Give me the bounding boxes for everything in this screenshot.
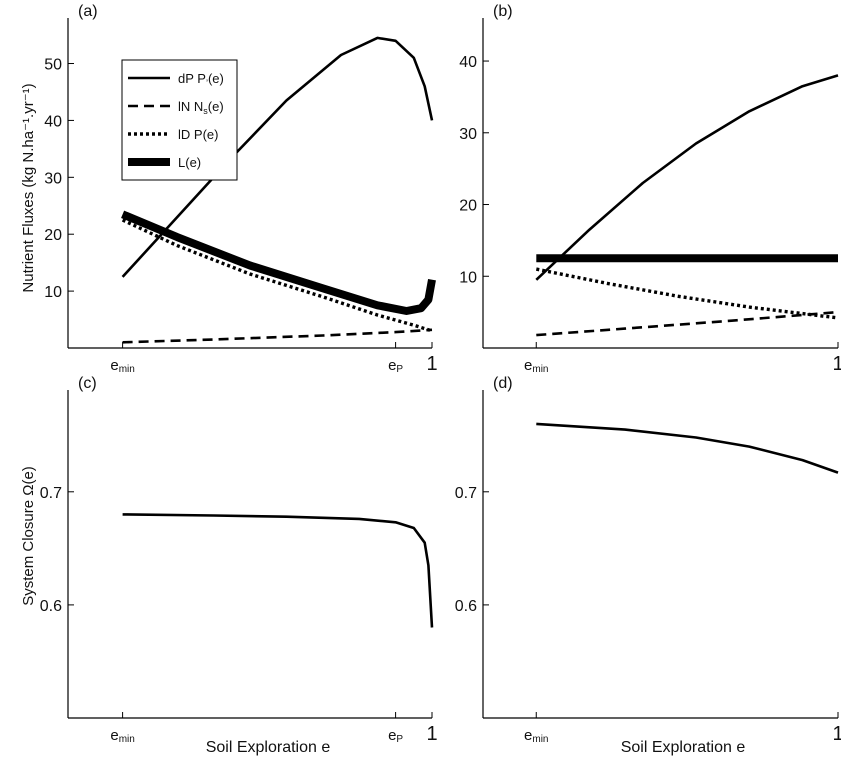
x-tick-label: eP	[388, 357, 403, 375]
panel-c: (c) 0.6 0.7 emin eP 1	[40, 375, 438, 745]
y-tick-label: 20	[44, 227, 62, 244]
x-tick-label: emin	[110, 727, 134, 745]
y-tick-label: 30	[44, 170, 62, 187]
series-dashed-line	[122, 328, 433, 344]
legend-label: dP P’(e)	[178, 71, 224, 88]
y-axis-label-bottom: System Closure Ω(e)	[20, 466, 37, 606]
series-solid-line	[536, 422, 839, 474]
x-axis-label-left: Soil Exploration e	[206, 739, 331, 756]
panel-label: (b)	[493, 3, 513, 20]
x-axis-label-right: Soil Exploration e	[621, 739, 746, 756]
legend-subscript: s	[203, 106, 208, 116]
x-tick-label: eP	[388, 727, 403, 745]
y-tick-label: 0.7	[40, 485, 62, 502]
y-tick-label: 0.6	[455, 598, 477, 615]
panel-label: (a)	[78, 3, 98, 20]
x-tick-label: emin	[524, 727, 548, 745]
legend: dP P’(e) lN Ns(e) lD P(e) L(e)	[121, 59, 238, 181]
x-tick-label: emin	[524, 357, 548, 375]
x-tick-subscript: min	[119, 734, 135, 745]
panel-label: (d)	[493, 375, 513, 392]
legend-subscript: ’	[206, 78, 208, 88]
legend-label: L(e)	[178, 155, 201, 170]
x-tick-subscript: min	[532, 364, 548, 375]
series-solid-line	[121, 36, 434, 278]
series-thick-line	[121, 210, 436, 315]
y-tick-label: 30	[459, 126, 477, 143]
y-axis-label-top: Nutrient Fluxes (kg N.ha⁻¹.yr⁻¹)	[20, 83, 37, 292]
x-tick-label: emin	[110, 357, 134, 375]
panel-label: (c)	[78, 375, 97, 392]
x-tick-label: 1	[832, 353, 841, 375]
x-tick-subscript: min	[119, 364, 135, 375]
legend-label: lN Ns(e)	[178, 99, 224, 116]
x-tick-label: 1	[426, 353, 437, 375]
x-tick-label: 1	[426, 723, 437, 745]
panel-d: (d) 0.6 0.7 emin 1	[455, 375, 841, 745]
y-tick-label: 10	[459, 269, 477, 286]
x-tick-subscript: P	[396, 364, 403, 375]
series-dashed-line	[536, 310, 839, 337]
y-tick-label: 50	[44, 57, 62, 74]
y-tick-label: 20	[459, 198, 477, 215]
series-solid-line	[535, 74, 839, 281]
x-tick-subscript: P	[396, 734, 403, 745]
series-dotted-line	[535, 267, 839, 320]
y-tick-label: 0.7	[455, 485, 477, 502]
y-tick-label: 40	[459, 54, 477, 71]
x-tick-label: 1	[832, 723, 841, 745]
panels: (a) 10 20 30 40 50 emin eP 1 dP P’(e) lN Ns(e) lD P…	[40, 3, 841, 745]
legend-label-tail: (e)	[208, 99, 224, 114]
panel-a: (a) 10 20 30 40 50 emin eP 1 dP P’(e) lN Ns(e) lD P…	[44, 3, 437, 375]
y-tick-label: 0.6	[40, 598, 62, 615]
series-solid-line	[122, 513, 434, 628]
legend-label-tail: (e)	[208, 71, 224, 86]
x-tick-subscript: min	[532, 734, 548, 745]
y-tick-label: 10	[44, 284, 62, 301]
legend-label: lD P(e)	[178, 127, 218, 142]
series-dotted-line	[121, 218, 433, 333]
y-tick-label: 40	[44, 113, 62, 130]
panel-b: (b) 10 20 30 40 emin 1	[459, 3, 841, 375]
